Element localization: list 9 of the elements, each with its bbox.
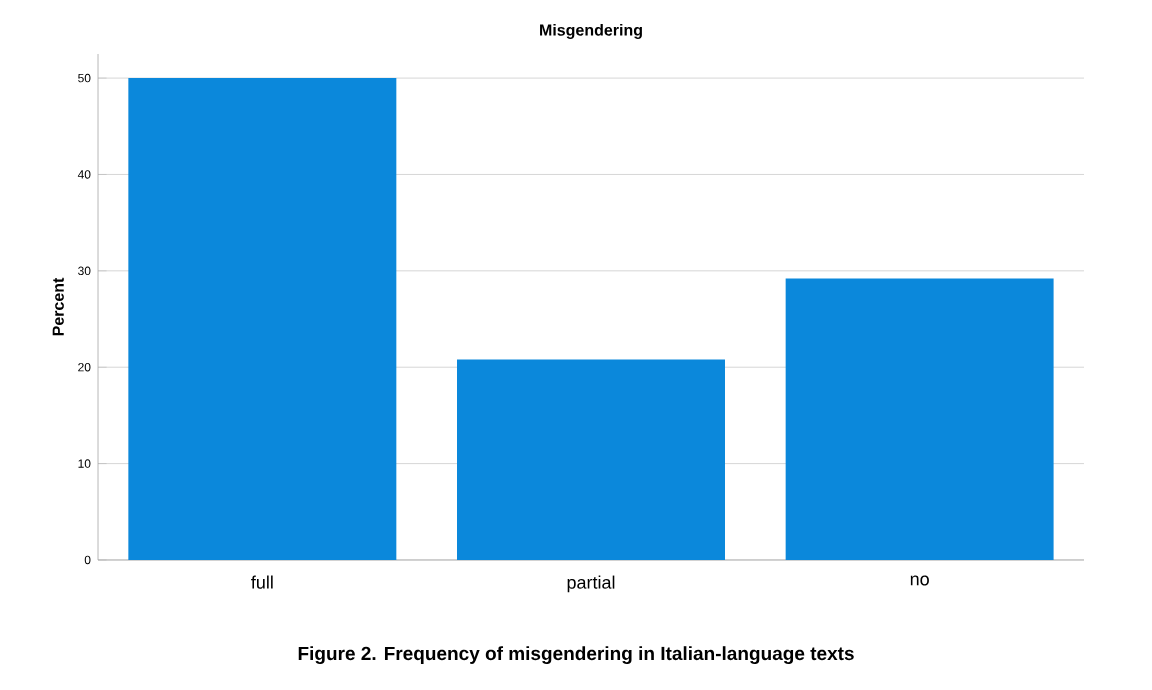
x-tick-label: full: [251, 575, 273, 589]
bar: [128, 78, 397, 560]
x-tick-label: no: [910, 575, 929, 586]
x-tick-label: partial: [567, 575, 615, 593]
caption: Figure 2. Frequency of misgendering in Italian-language texts: [298, 646, 854, 664]
chart-title: Misgendering: [540, 23, 642, 39]
y-axis-title: Percent: [52, 277, 64, 336]
bar: [785, 278, 1054, 560]
bar: [457, 359, 725, 560]
